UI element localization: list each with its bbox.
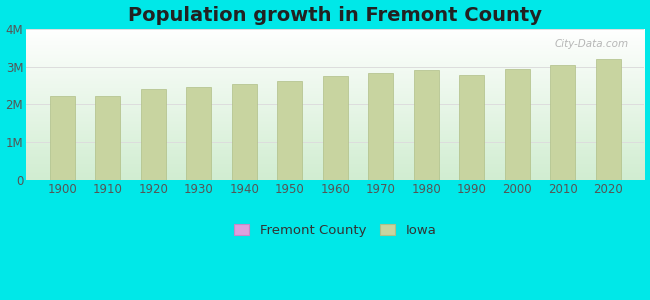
Bar: [322, 76, 348, 180]
Bar: [504, 70, 530, 180]
Bar: [187, 87, 211, 180]
Bar: [413, 70, 439, 180]
Bar: [550, 65, 575, 180]
Bar: [232, 84, 257, 180]
Bar: [96, 96, 120, 180]
Title: Population growth in Fremont County: Population growth in Fremont County: [128, 6, 542, 25]
Bar: [368, 73, 393, 180]
Text: City-Data.com: City-Data.com: [555, 40, 629, 50]
Legend: Fremont County, Iowa: Fremont County, Iowa: [233, 224, 437, 237]
Bar: [595, 59, 621, 180]
Bar: [141, 89, 166, 180]
Bar: [277, 81, 302, 180]
Bar: [50, 96, 75, 180]
Bar: [459, 75, 484, 180]
